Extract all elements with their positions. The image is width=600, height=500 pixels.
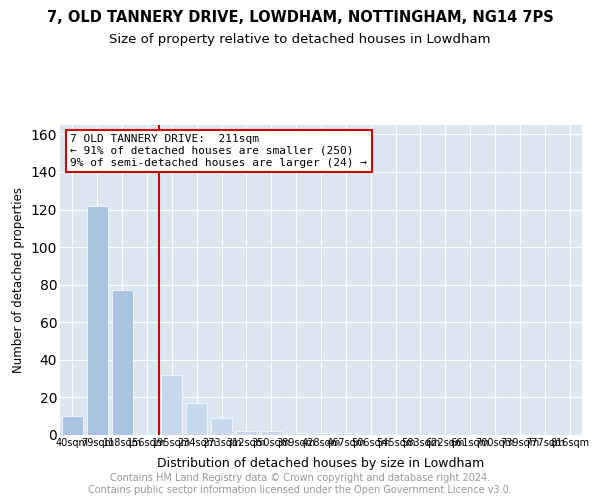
Bar <box>335 433 356 435</box>
Text: 7, OLD TANNERY DRIVE, LOWDHAM, NOTTINGHAM, NG14 7PS: 7, OLD TANNERY DRIVE, LOWDHAM, NOTTINGHA… <box>47 10 553 25</box>
Bar <box>161 375 182 435</box>
Y-axis label: Number of detached properties: Number of detached properties <box>12 187 25 373</box>
Bar <box>186 403 207 435</box>
Bar <box>62 416 83 435</box>
Text: 7 OLD TANNERY DRIVE:  211sqm
← 91% of detached houses are smaller (250)
9% of se: 7 OLD TANNERY DRIVE: 211sqm ← 91% of det… <box>70 134 367 168</box>
Text: Distribution of detached houses by size in Lowdham: Distribution of detached houses by size … <box>157 458 485 470</box>
Text: Contains HM Land Registry data © Crown copyright and database right 2024.
Contai: Contains HM Land Registry data © Crown c… <box>88 474 512 495</box>
Text: Size of property relative to detached houses in Lowdham: Size of property relative to detached ho… <box>109 32 491 46</box>
Bar <box>87 206 108 435</box>
Bar <box>236 431 257 435</box>
Bar <box>310 433 332 435</box>
Bar <box>261 431 282 435</box>
Bar <box>112 290 133 435</box>
Bar <box>286 433 307 435</box>
Bar <box>211 418 232 435</box>
